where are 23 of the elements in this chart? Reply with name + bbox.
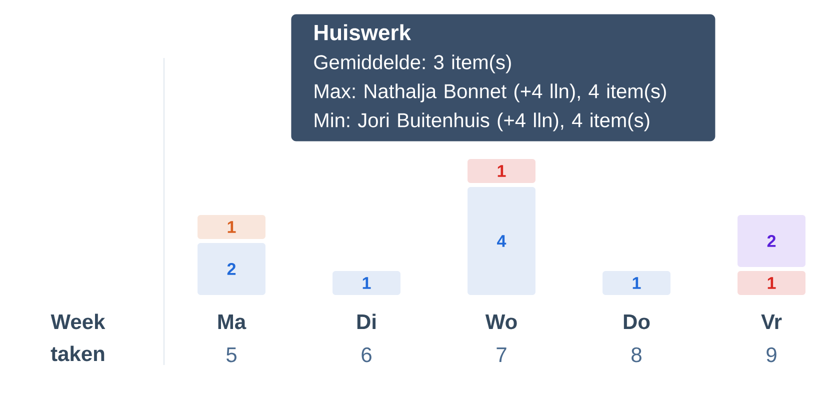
x2-tick-label: 8 [632, 347, 642, 362]
x-tick-label: Wo [485, 314, 517, 330]
text: Max: Nathalja Bonnet (+4 lln), 4 item(s) [314, 84, 666, 102]
text: Gemiddelde: 3 item(s) [314, 54, 511, 74]
x2-tick-label: 7 [496, 348, 506, 362]
data-label: 2 [227, 263, 236, 275]
text: Huiswerk [314, 24, 412, 40]
x-tick-label: Vr [761, 314, 782, 329]
data-label: 1 [632, 277, 641, 289]
data-label: 1 [228, 221, 236, 233]
data-label: 1 [362, 277, 371, 289]
text: Min: Jori Buitenhuis (+4 lln), 4 item(s) [314, 112, 650, 132]
x-tick-label: Di [357, 314, 376, 329]
data-label: 4 [497, 235, 506, 247]
x2-tick-label: 6 [362, 347, 372, 362]
x2-tick-label: 9 [766, 347, 776, 362]
data-label: 2 [767, 235, 776, 247]
data-label: 1 [498, 165, 506, 177]
x-axis-title: Week taken [50, 314, 106, 362]
x2-tick-label: 5 [226, 348, 236, 362]
x-tick-label: Ma [218, 314, 246, 330]
data-label: 1 [768, 277, 776, 289]
x-tick-label: Do [624, 314, 650, 330]
